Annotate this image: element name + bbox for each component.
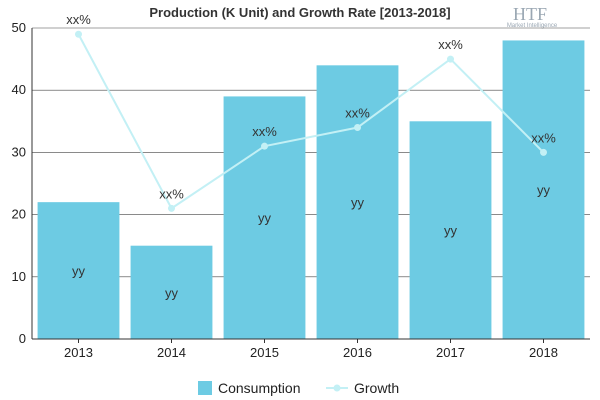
point-growth-2013 [75,30,82,38]
bar-consumption-2015 [223,96,306,339]
point-data-label: xx% [252,124,277,139]
legend-marker-growth [333,384,341,392]
point-data-label: xx% [345,106,370,121]
legend-label-growth: Growth [354,380,399,396]
x-tick-label: 2016 [343,345,372,360]
bar-consumption-2017 [409,121,492,339]
bar-data-label: yy [351,195,365,210]
y-tick-label: 10 [12,269,26,284]
point-growth-2015 [261,142,268,150]
point-data-label: xx% [66,12,91,27]
line-series [75,30,547,212]
point-growth-2018 [540,148,547,156]
data-labels: yy yy yy yy yy yy xx% xx% xx% xx% xx% xx% [66,12,556,300]
x-tick-label: 2015 [250,345,279,360]
y-tick-label: 20 [12,207,26,222]
y-tick-label: 50 [12,20,26,35]
bar-data-label: yy [258,211,272,226]
bar-data-label: yy [444,223,458,238]
x-tick-label: 2018 [529,345,558,360]
axes: 0 10 20 30 40 50 2013 2014 2015 2016 2017 2018 [12,20,590,360]
bar-consumption-2016 [316,65,399,339]
point-growth-2016 [354,124,361,132]
bar-data-label: yy [165,285,179,300]
legend: Consumption Growth [198,380,399,396]
point-growth-2014 [168,204,175,212]
y-tick-label: 40 [12,82,26,97]
point-data-label: xx% [159,186,184,201]
gridlines [32,27,590,278]
y-tick-label: 30 [12,144,26,159]
point-growth-2017 [447,55,454,63]
x-tick-label: 2014 [157,345,186,360]
logo-tagline: Market Intelligence [507,23,558,29]
chart-title: Production (K Unit) and Growth Rate [201… [149,5,450,20]
logo-mark: HTF [513,4,547,24]
logo: HTF Market Intelligence [507,4,558,29]
bar-data-label: yy [537,183,551,198]
bar-consumption-2013 [37,202,120,339]
point-data-label: xx% [438,37,463,52]
bar-series [37,40,585,339]
y-tick-label: 0 [19,331,26,346]
line-growth [77,33,545,210]
x-tick-label: 2013 [64,345,93,360]
legend-swatch-consumption [198,381,212,395]
legend-label-consumption: Consumption [218,380,301,396]
bar-consumption-2018 [502,40,585,339]
point-data-label: xx% [531,130,556,145]
bar-data-label: yy [72,264,86,279]
x-tick-label: 2017 [436,345,465,360]
bar-consumption-2014 [130,245,213,339]
